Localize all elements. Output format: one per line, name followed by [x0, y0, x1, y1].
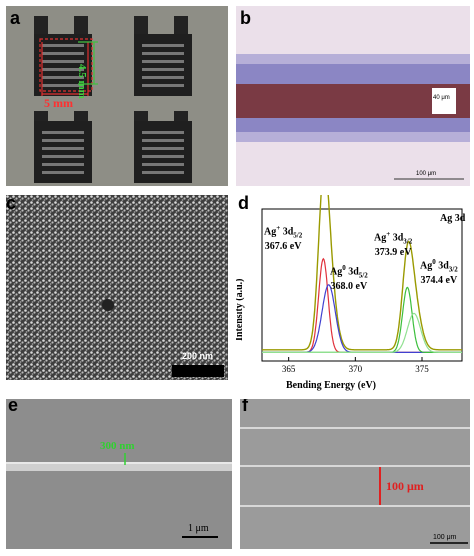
- xps-series-2: [262, 284, 462, 353]
- electrode-chip-3: [34, 111, 92, 183]
- x-tick-label: 370: [349, 364, 363, 374]
- line-width-label: 40 μm: [433, 95, 450, 101]
- panel-d-xps-chart: d 365 370 375 Ag 3d Ag+ 3d5/2 367.6 eV Ag0…: [236, 195, 470, 395]
- xps-series-3: [262, 286, 462, 353]
- x-tick-label: 365: [282, 364, 296, 374]
- panel-a-letter: a: [10, 8, 21, 28]
- line-width-300nm-label: 300 nm: [100, 440, 135, 452]
- xps-series-0: [262, 195, 462, 351]
- x-axis-label: Bending Energy (eV): [286, 380, 376, 391]
- nanoparticle-sem-image: [6, 195, 228, 380]
- plot-frame: [261, 208, 463, 362]
- xps-spectrum-chart: 365 370 375: [261, 195, 463, 374]
- dimension-5mm-label: 5 mm: [44, 96, 73, 110]
- silver-line-micrograph: [236, 6, 470, 186]
- scale-bar-label-e: 1 μm: [188, 523, 209, 534]
- panel-c-letter: c: [6, 195, 17, 213]
- panel-f-letter: f: [242, 399, 248, 415]
- panel-e-letter: e: [8, 399, 19, 415]
- xps-series-4: [262, 312, 462, 353]
- peak1-annotation: Ag+ 3d5/2 367.6 eV: [264, 224, 303, 253]
- nanowire-sem-image: [6, 399, 232, 549]
- electrode-chips-image: [6, 6, 228, 186]
- x-tick-label: 375: [415, 364, 429, 374]
- peak3-annotation: Ag+ 3d3/2 373.9 eV: [374, 230, 413, 259]
- scale-bar-label-b: 100 μm: [416, 171, 437, 177]
- peak2-annotation: Ag0 3d5/2 368.0 eV: [330, 264, 368, 293]
- peak4-annotation: Ag0 3d3/2 374.4 eV: [420, 258, 458, 287]
- dimension-4-5mm-label: 4.5 mm: [76, 64, 88, 99]
- panel-b-letter: b: [240, 8, 251, 28]
- electrode-chip-1: [34, 16, 98, 96]
- y-axis-label: Intensity (a.u.): [236, 278, 245, 341]
- chart-legend-ag3d: Ag 3d: [440, 213, 466, 224]
- panel-e-sem-line: e 300 nm 1 μm: [6, 399, 232, 549]
- electrode-chip-2: [134, 16, 192, 96]
- line-array-sem-image: [240, 399, 470, 549]
- panel-f-line-array: f 100 μm 100 μm: [240, 399, 470, 549]
- electrode-chip-4: [134, 111, 192, 183]
- panel-c-sem-nanoparticles: c 200 nm: [6, 195, 228, 380]
- panel-a-electrode-photo: a 5 mm 4.5 mm: [6, 6, 228, 186]
- panel-b-optical-image: b 40 μm 100 μm: [236, 6, 470, 186]
- panel-d-letter: d: [238, 195, 249, 213]
- scale-bar-label-c: 200 nm: [182, 351, 214, 361]
- pitch-100um-label: 100 μm: [386, 479, 424, 493]
- scale-bar-label-f: 100 μm: [433, 534, 457, 541]
